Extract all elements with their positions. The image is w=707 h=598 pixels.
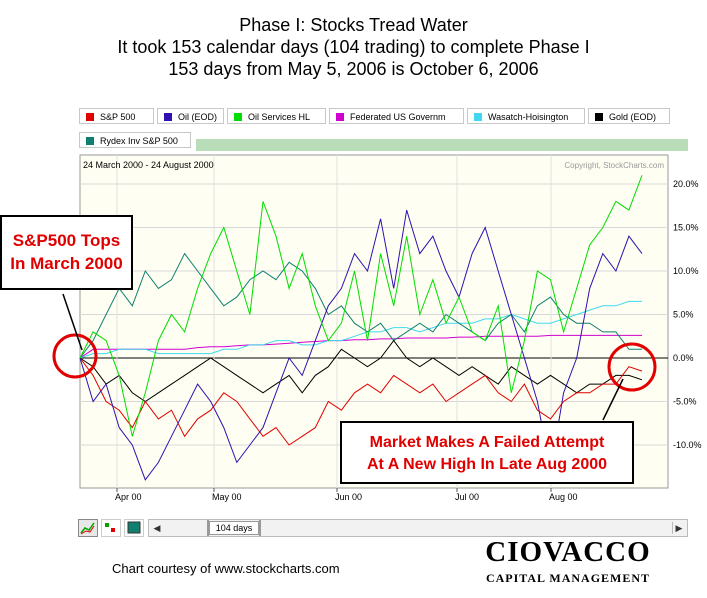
y-tick-label: 20.0% [673, 179, 699, 189]
series-line-4 [79, 300, 642, 359]
title-line-3: 153 days from May 5, 2006 is October 6, … [168, 59, 539, 79]
series-line-5 [79, 339, 643, 403]
area-chart-icon [127, 521, 141, 534]
series-line-0 [79, 357, 643, 446]
chart-courtesy-text: Chart courtesy of www.stockcharts.com [112, 561, 340, 576]
annotation-left-line-1: S&P500 Tops [12, 231, 121, 250]
bar-chart-icon [105, 523, 115, 532]
annotation-right-line-2: At A New High In Late Aug 2000 [366, 456, 608, 473]
legend-label: S&P 500 [100, 112, 136, 122]
y-tick-label: 10.0% [673, 266, 699, 276]
ciovacco-logo: CIOVACCO [485, 536, 651, 568]
x-axis: Apr 00 May 00 Jun 00 Jul 00 Aug 00 [115, 488, 578, 502]
chart-type-line-button[interactable] [78, 519, 98, 537]
legend-item-wasatch[interactable]: Wasatch-Hoisington [467, 108, 585, 124]
series-lines [79, 175, 643, 481]
y-tick-label: -10.0% [673, 440, 702, 450]
annotation-failed-high: Market Makes A Failed Attempt At A New H… [340, 421, 634, 484]
title-line-1: Phase I: Stocks Tread Water [239, 15, 468, 35]
legend-label: Wasatch-Hoisington [488, 112, 569, 122]
x-tick-label: Aug 00 [549, 492, 578, 502]
legend-swatch [234, 113, 242, 121]
date-range-label: 24 March 2000 - 24 August 2000 [83, 160, 214, 170]
legend-label: Rydex Inv S&P 500 [100, 136, 178, 146]
legend-label: Oil (EOD) [178, 112, 217, 122]
y-tick-label: 0.0% [673, 353, 694, 363]
legend-swatch [164, 113, 172, 121]
range-handle-left[interactable] [207, 520, 209, 536]
range-handle-right[interactable] [259, 520, 261, 536]
line-chart-icon [80, 522, 95, 535]
title-line-2: It took 153 calendar days (104 trading) … [117, 37, 590, 57]
top-circle-marker [52, 333, 98, 379]
legend-item-federated[interactable]: Federated US Governm [329, 108, 464, 124]
chart-title-block: Phase I: Stocks Tread Water It took 153 … [0, 14, 707, 80]
x-tick-label: May 00 [212, 492, 242, 502]
x-tick-label: Apr 00 [115, 492, 142, 502]
series-line-6 [79, 252, 642, 359]
failed-high-circle-marker [607, 342, 657, 392]
legend-band [196, 139, 688, 151]
series-line-3 [79, 334, 642, 359]
annotation-left-line-2: In March 2000 [10, 254, 123, 273]
legend-item-sp500[interactable]: S&P 500 [79, 108, 154, 124]
right-annotation-pointer [602, 378, 624, 421]
chart-type-area-button[interactable] [124, 519, 144, 537]
scroll-left-icon[interactable]: ◀ [153, 523, 161, 533]
x-tick-label: Jun 00 [335, 492, 362, 502]
y-axis: 20.0% 15.0% 10.0% 5.0% 0.0% -5.0% -10.0% [673, 179, 702, 450]
scroll-right-icon[interactable]: ▶ [672, 522, 685, 534]
ciovacco-logo-subtitle: CAPITAL MANAGEMENT [485, 571, 651, 585]
y-tick-label: -5.0% [673, 397, 697, 407]
legend-item-rydex[interactable]: Rydex Inv S&P 500 [79, 132, 191, 148]
legend-item-oil[interactable]: Oil (EOD) [157, 108, 224, 124]
copyright-label: Copyright, StockCharts.com [564, 161, 664, 170]
y-tick-label: 5.0% [673, 310, 694, 320]
legend-swatch [595, 113, 603, 121]
left-annotation-pointer [62, 293, 83, 351]
chart-type-bar-button[interactable] [101, 519, 121, 537]
legend-swatch [336, 113, 344, 121]
legend-swatch [86, 113, 94, 121]
y-tick-label: 15.0% [673, 223, 699, 233]
x-tick-label: Jul 00 [455, 492, 479, 502]
legend-item-oil-services[interactable]: Oil Services HL [227, 108, 326, 124]
timeline-scrollbar[interactable]: ◀ 104 days ▶ [148, 519, 688, 537]
legend-swatch [86, 137, 94, 145]
legend-label: Gold (EOD) [609, 112, 657, 122]
period-selector[interactable]: 104 days [209, 521, 259, 535]
legend-item-gold[interactable]: Gold (EOD) [588, 108, 670, 124]
legend-label: Oil Services HL [248, 112, 311, 122]
annotation-sp500-top: S&P500 Tops In March 2000 [0, 215, 133, 290]
legend-label: Federated US Governm [350, 112, 446, 122]
legend-swatch [474, 113, 482, 121]
annotation-right-line-1: Market Makes A Failed Attempt [369, 434, 605, 451]
series-line-2 [79, 175, 643, 437]
